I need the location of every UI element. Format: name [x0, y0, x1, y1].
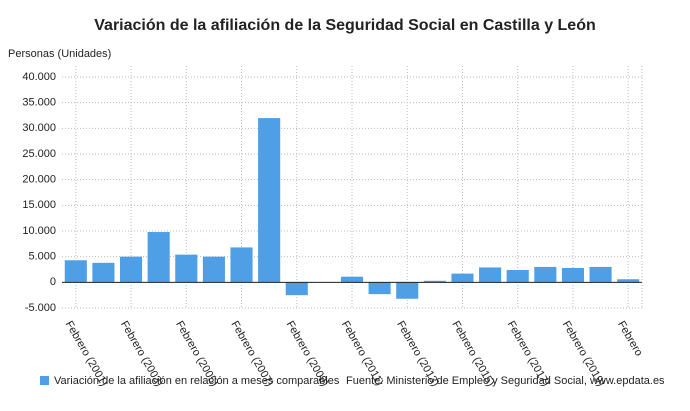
bar [258, 118, 281, 283]
y-tick-label: 15.000 [22, 199, 56, 211]
bar [506, 270, 529, 283]
bar [340, 276, 364, 283]
bar [147, 232, 170, 283]
bar [589, 266, 612, 283]
y-tick-label: 30.000 [22, 122, 56, 134]
bar [561, 267, 584, 283]
bar [285, 282, 308, 296]
source: Fuente: Ministerio de Empleo y Seguridad… [346, 375, 665, 387]
bar [534, 266, 557, 283]
bar [120, 256, 143, 283]
bar [479, 267, 502, 283]
y-axis-label: Personas (Unidades) [8, 48, 111, 60]
y-tick-label: 35.000 [22, 97, 56, 109]
x-tick-label: Febrero [615, 319, 645, 358]
bar [175, 254, 198, 283]
chart-title: Variación de la afiliación de la Segurid… [94, 17, 596, 34]
y-tick-label: 20.000 [22, 174, 56, 186]
bar [92, 262, 115, 283]
y-tick-label: 0 [50, 276, 56, 288]
bar [396, 282, 419, 299]
legend-label: Variación de la afiliación en relación a… [54, 375, 340, 387]
bar [64, 260, 87, 283]
y-tick-label: 25.000 [22, 148, 56, 160]
bar [368, 282, 391, 295]
y-tick-label: -5.000 [25, 302, 56, 314]
bar [230, 247, 253, 283]
bar [451, 273, 474, 283]
legend-swatch [40, 376, 49, 385]
y-tick-label: 40.000 [22, 71, 56, 83]
bar [423, 280, 446, 283]
bar [617, 279, 640, 283]
y-tick-label: 10.000 [22, 225, 56, 237]
bar [202, 256, 225, 283]
y-tick-label: 5.000 [28, 251, 56, 263]
